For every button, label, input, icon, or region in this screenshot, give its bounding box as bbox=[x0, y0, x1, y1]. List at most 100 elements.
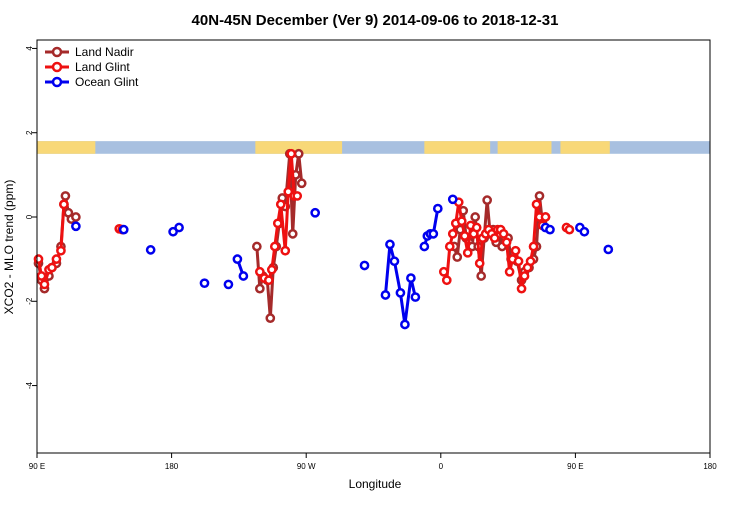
series-1-point-0-1 bbox=[36, 271, 47, 281]
legend-marker-2 bbox=[51, 76, 63, 88]
series-0-point-1-1 bbox=[254, 283, 265, 294]
series-0-point-2-27 bbox=[534, 191, 545, 201]
series-layer bbox=[33, 148, 614, 330]
series-2-point-5-0 bbox=[223, 279, 234, 290]
band-land-1 bbox=[255, 141, 343, 154]
series-2-point-10-3 bbox=[428, 229, 439, 239]
series-1-point-2-11 bbox=[292, 191, 303, 201]
series-2-point-14-0 bbox=[603, 244, 614, 255]
series-2-point-12-1 bbox=[545, 224, 555, 235]
series-2-point-2-0 bbox=[145, 245, 156, 255]
series-2-point-10-4 bbox=[432, 203, 443, 214]
series-0-point-0-8 bbox=[60, 191, 71, 201]
series-2-point-9-5 bbox=[406, 273, 416, 283]
band-land-0 bbox=[37, 141, 96, 154]
series-2 bbox=[71, 194, 614, 330]
x-tick-label-1: 180 bbox=[165, 462, 179, 471]
series-1-point-3-12 bbox=[474, 258, 485, 269]
series-0-point-1-4 bbox=[265, 313, 276, 323]
series-0-point-1-11 bbox=[287, 229, 298, 239]
x-tick-label-0: 90 E bbox=[29, 462, 45, 471]
series-2-point-7-0 bbox=[310, 207, 321, 218]
band-land-4 bbox=[560, 141, 610, 154]
x-tick-label-5: 180 bbox=[703, 462, 717, 471]
legend-label-2: Ocean Glint bbox=[75, 75, 139, 89]
series-1-point-0-0 bbox=[33, 254, 44, 264]
series-1 bbox=[33, 148, 575, 294]
series-2-point-0-0 bbox=[71, 221, 81, 232]
series-1-point-3-8 bbox=[462, 247, 473, 258]
series-0-point-1-13 bbox=[293, 148, 304, 159]
series-1-point-0-7 bbox=[59, 199, 69, 210]
series-1-point-3-1 bbox=[441, 275, 452, 286]
series-0-point-1-14 bbox=[296, 178, 307, 189]
series-2-point-9-4 bbox=[400, 319, 410, 330]
band-land-3 bbox=[497, 141, 552, 154]
series-1-point-3-20 bbox=[498, 229, 509, 239]
series-2-point-8-0 bbox=[359, 260, 370, 271]
series-1-point-4-1 bbox=[564, 224, 575, 235]
legend-label-0: Land Nadir bbox=[75, 45, 134, 59]
series-1-point-3-2 bbox=[444, 241, 455, 252]
series-0-point-2-7 bbox=[470, 212, 481, 222]
series-1-point-3-7 bbox=[459, 231, 470, 241]
series-1-point-2-7 bbox=[280, 245, 291, 256]
series-0-point-1-0 bbox=[251, 241, 262, 252]
x-tick-label-2: 90 W bbox=[297, 462, 316, 471]
plot-frame bbox=[36, 39, 711, 454]
x-axis-label: Longitude bbox=[349, 477, 402, 491]
series-2-line-9 bbox=[383, 242, 417, 326]
series-1-point-3-30 bbox=[528, 241, 539, 252]
legend-label-1: Land Glint bbox=[75, 60, 130, 74]
series-1-point-2-5 bbox=[272, 218, 283, 229]
series-2-point-9-1 bbox=[385, 239, 395, 250]
series-2-point-11-0 bbox=[447, 194, 458, 205]
series-1-point-3-6 bbox=[456, 216, 467, 227]
series-1-point-2-4 bbox=[269, 241, 280, 252]
series-1-point-3-34 bbox=[540, 212, 551, 222]
series-1-point-3-0 bbox=[438, 266, 449, 277]
series-2-point-9-3 bbox=[395, 288, 406, 298]
series-1-point-3-31 bbox=[531, 199, 542, 210]
series-1-point-3-3 bbox=[447, 229, 458, 239]
y-tick-label-2: 0 bbox=[25, 214, 34, 219]
series-2-point-9-6 bbox=[410, 292, 421, 302]
series-2-point-1-0 bbox=[118, 224, 129, 235]
series-2-point-10-0 bbox=[419, 241, 430, 252]
series-2-point-6-1 bbox=[238, 271, 249, 281]
series-1-point-3-17 bbox=[489, 233, 500, 243]
series-0-point-0-11 bbox=[71, 212, 81, 222]
series-2-point-9-0 bbox=[380, 290, 391, 300]
y-axis-label: XCO2 - MLO trend (ppm) bbox=[2, 180, 16, 315]
series-0-point-2-9 bbox=[476, 271, 487, 281]
series-2-point-9-2 bbox=[389, 256, 400, 267]
series-1-point-0-4 bbox=[47, 262, 57, 273]
series-1-point-3-26 bbox=[516, 283, 527, 294]
series-1-point-3-21 bbox=[501, 237, 512, 248]
series-1-point-3-22 bbox=[504, 266, 515, 277]
legend-marker-1 bbox=[51, 61, 63, 73]
series-1-point-3-11 bbox=[471, 222, 482, 233]
series-1-point-0-6 bbox=[56, 245, 66, 256]
legend-marker-0 bbox=[51, 46, 63, 58]
surface-band bbox=[37, 141, 710, 154]
series-1-point-2-9 bbox=[286, 148, 297, 159]
series-1-point-3-24 bbox=[510, 245, 521, 256]
y-tick-label-3: 2 bbox=[25, 130, 34, 135]
series-1-point-3-27 bbox=[519, 271, 530, 281]
series-1-point-3-25 bbox=[513, 256, 524, 267]
series-1-point-2-6 bbox=[275, 199, 286, 210]
series-1-point-2-0 bbox=[254, 266, 265, 277]
series-1-point-2-3 bbox=[266, 264, 277, 275]
x-tick-label-4: 90 E bbox=[567, 462, 583, 471]
y-tick-label-0: -4 bbox=[25, 381, 34, 389]
chart-title: 40N-45N December (Ver 9) 2014-09-06 to 2… bbox=[192, 12, 559, 29]
series-1-point-2-2 bbox=[263, 275, 274, 286]
y-tick-label-4: 4 bbox=[25, 46, 34, 51]
x-tick-label-3: 0 bbox=[439, 462, 444, 471]
band-land-2 bbox=[424, 141, 491, 154]
series-2-point-3-1 bbox=[174, 222, 184, 233]
series-2-line-10 bbox=[422, 208, 440, 247]
